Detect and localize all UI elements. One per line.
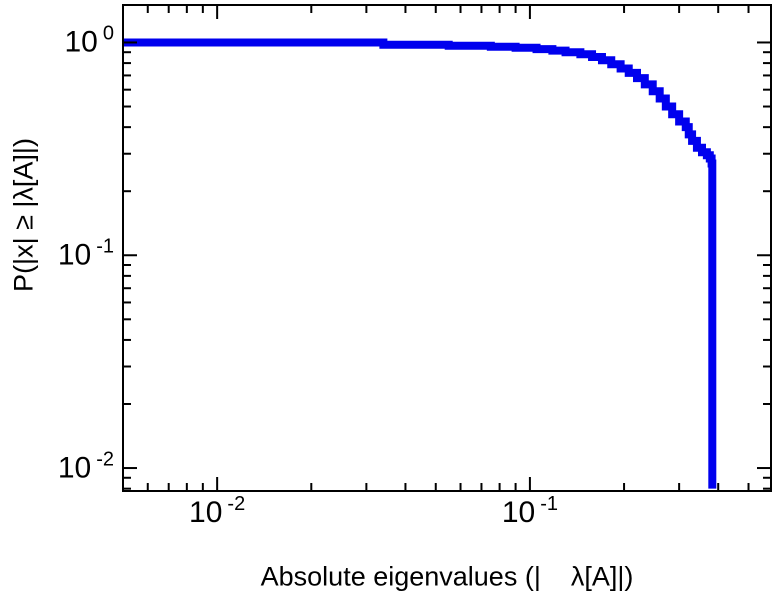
x-axis-label: Absolute eigenvalues (| λ[A]|) xyxy=(260,561,634,592)
tick-mantissa: 10 xyxy=(189,496,223,529)
tick-exponent: -1 xyxy=(96,235,114,258)
x-tick-label: 10 -1 xyxy=(501,493,558,529)
tick-mantissa: 10 xyxy=(57,451,92,485)
y-tick-label: 10 0 xyxy=(0,22,115,59)
tick-mantissa: 10 xyxy=(64,25,98,59)
tick-exponent: -2 xyxy=(96,448,114,471)
eigenvalue-ccdf-curve xyxy=(123,38,717,489)
tick-exponent: -2 xyxy=(227,493,246,515)
y-tick-label: 10 -2 xyxy=(0,448,114,485)
y-tick-label: 10 -1 xyxy=(0,235,114,272)
tick-mantissa: 10 xyxy=(57,238,92,272)
tick-exponent: -1 xyxy=(540,493,558,515)
tick-mantissa: 10 xyxy=(501,496,536,529)
axes-frame xyxy=(122,4,772,492)
tick-exponent: 0 xyxy=(102,22,114,45)
x-tick-label: 10 -2 xyxy=(189,493,246,529)
